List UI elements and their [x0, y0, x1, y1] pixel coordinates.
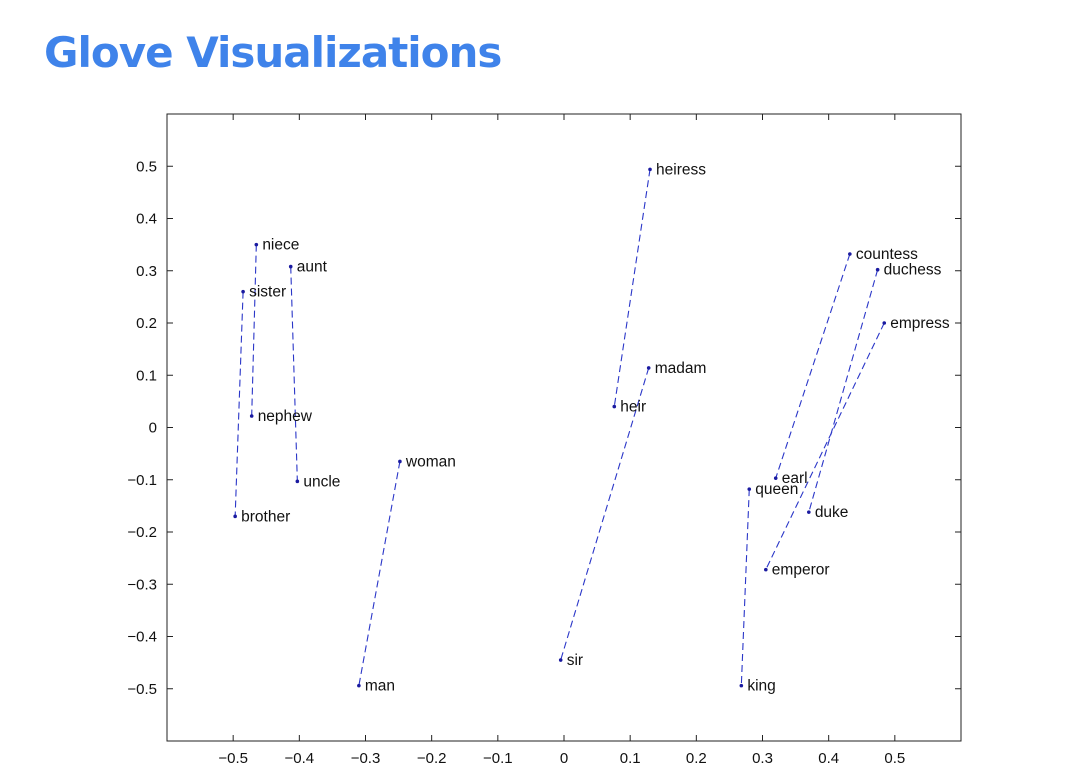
pair-line-empress-emperor — [765, 322, 885, 570]
point-label-sir: sir — [567, 652, 583, 669]
x-tick-label-0-3: 0.3 — [752, 750, 773, 767]
point-label-nephew: nephew — [258, 408, 313, 425]
y-tick-label-0-1: 0.1 — [136, 367, 157, 384]
point-label-woman: woman — [405, 453, 456, 470]
y-tick-label-neg0-1: −0.1 — [127, 472, 157, 489]
x-tick-label-0-4: 0.4 — [818, 750, 839, 767]
pair-line-countess-earl — [775, 253, 851, 479]
plot-frame — [166, 113, 962, 742]
x-tick-label-0-2: 0.2 — [686, 750, 707, 767]
pair-line-niece-nephew — [251, 244, 257, 417]
y-tick-label-0-5: 0.5 — [136, 158, 157, 175]
point-label-uncle: uncle — [303, 473, 340, 490]
point-countess — [848, 252, 852, 256]
point-label-king: king — [747, 678, 775, 695]
pair-line-aunt-uncle — [290, 266, 298, 482]
point-sir — [558, 658, 563, 662]
x-tick-label-neg0-3: −0.3 — [351, 750, 381, 767]
point-niece — [254, 242, 259, 247]
pair-lines — [234, 169, 885, 686]
x-tick-label-0: 0 — [560, 750, 568, 767]
point-woman — [398, 459, 402, 464]
axis-ticks — [167, 114, 961, 741]
point-label-niece: niece — [262, 237, 299, 254]
y-tick-label-neg0-4: −0.4 — [127, 629, 157, 646]
point-label-sister: sister — [249, 284, 286, 301]
point-label-heiress: heiress — [656, 161, 706, 178]
point-duke — [807, 510, 811, 514]
point-duchess — [875, 267, 880, 272]
x-axis-tick-labels: −0.5 −0.4 −0.3 −0.2 −0.1 0 0.1 0.2 0.3 0.4 0.5 — [218, 750, 905, 767]
point-emperor — [764, 567, 768, 572]
pair-line-woman-man — [358, 461, 401, 686]
point-label-queen: queen — [755, 481, 798, 498]
y-tick-label-neg0-2: −0.2 — [127, 524, 157, 541]
point-label-earl: earl — [782, 470, 808, 487]
pair-line-queen-king — [740, 489, 750, 686]
point-label-heir: heir — [620, 399, 646, 416]
point-heir — [612, 404, 617, 409]
word-points — [233, 167, 887, 688]
point-uncle — [295, 479, 300, 484]
point-label-emperor: emperor — [772, 562, 830, 579]
y-tick-label-0-4: 0.4 — [136, 211, 157, 228]
y-tick-label-0-2: 0.2 — [136, 315, 157, 332]
point-king — [739, 683, 744, 688]
x-tick-label-neg0-4: −0.4 — [285, 750, 315, 767]
point-label-madam: madam — [655, 360, 707, 377]
point-earl — [773, 476, 778, 480]
point-nephew — [249, 414, 254, 418]
point-label-duke: duke — [815, 504, 849, 521]
point-aunt — [288, 264, 293, 269]
y-tick-label-0: 0 — [149, 420, 157, 437]
point-label-brother: brother — [241, 508, 290, 525]
point-label-duchess: duchess — [884, 262, 942, 279]
slide-title: Glove Visualizations — [44, 28, 502, 77]
point-madam — [646, 366, 651, 370]
pair-line-heiress-heir — [613, 169, 651, 407]
point-label-aunt: aunt — [297, 259, 328, 276]
point-queen — [747, 487, 752, 491]
point-heiress — [648, 167, 652, 172]
y-axis-tick-labels: 0.5 0.4 0.3 0.2 0.1 0 −0.1 −0.2 −0.3 −0.4 −0.5 — [127, 158, 157, 698]
word-labels: niece aunt sister nephew uncle brother woman ma… — [241, 161, 950, 694]
pair-line-sister-brother — [234, 291, 244, 517]
pair-line-duchess-duke — [808, 269, 879, 513]
point-man — [357, 683, 361, 688]
x-tick-label-neg0-1: −0.1 — [483, 750, 513, 767]
x-tick-label-neg0-5: −0.5 — [218, 750, 248, 767]
point-brother — [233, 514, 237, 519]
point-empress — [882, 321, 887, 325]
pair-line-madam-sir — [560, 367, 650, 661]
point-label-countess: countess — [856, 246, 918, 263]
x-tick-label-0-5: 0.5 — [884, 750, 905, 767]
point-label-empress: empress — [890, 315, 950, 332]
y-tick-label-neg0-5: −0.5 — [127, 681, 157, 698]
x-tick-label-0-1: 0.1 — [620, 750, 641, 767]
y-tick-label-0-3: 0.3 — [136, 263, 157, 280]
x-tick-label-neg0-2: −0.2 — [417, 750, 447, 767]
y-tick-label-neg0-3: −0.3 — [127, 576, 157, 593]
point-sister — [241, 289, 245, 294]
point-label-man: man — [365, 678, 395, 695]
